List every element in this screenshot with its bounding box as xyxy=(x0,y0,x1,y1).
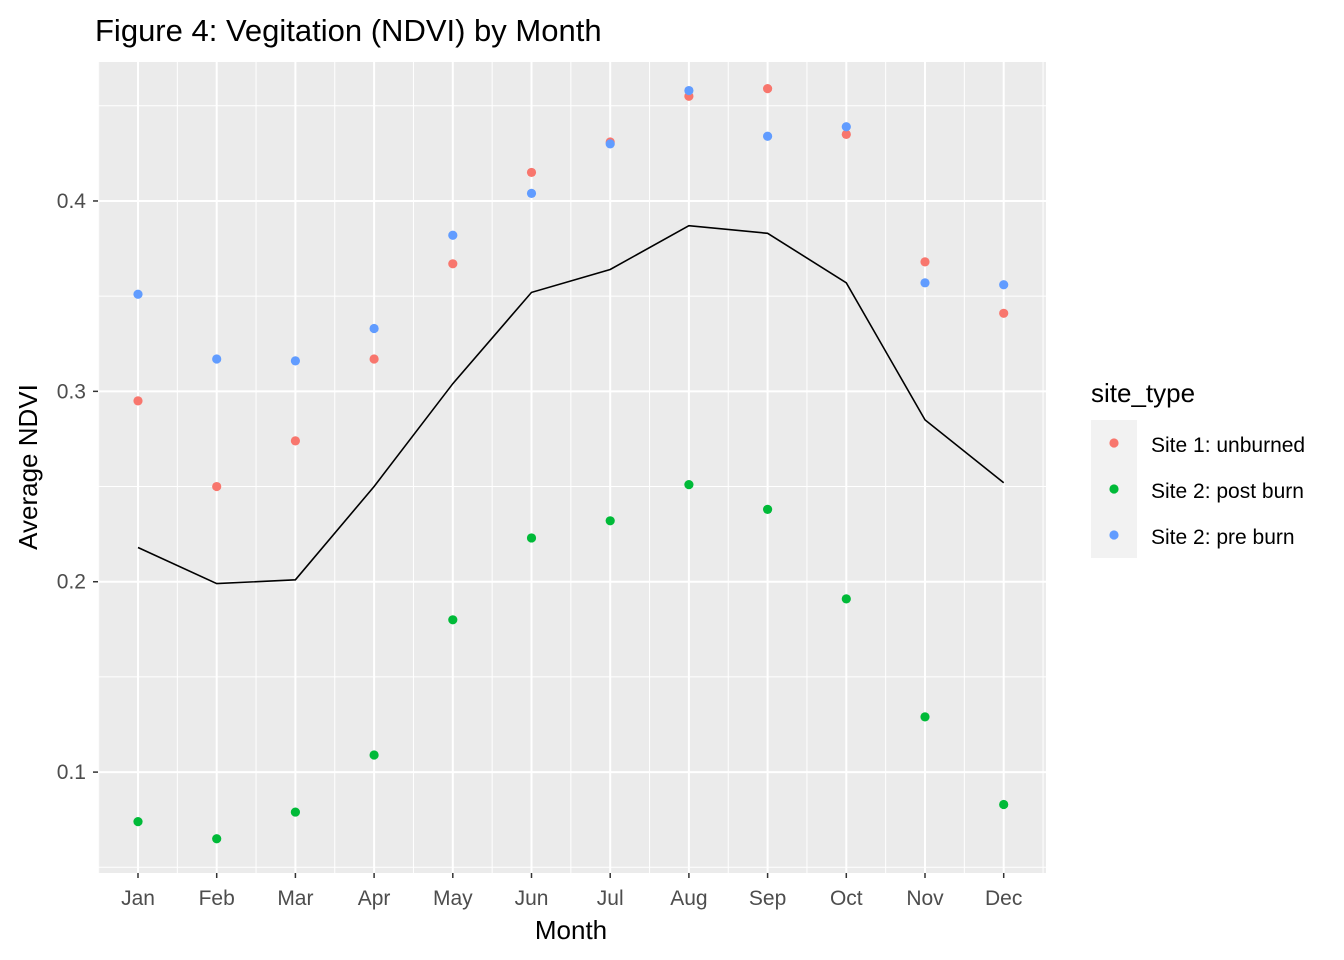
data-point xyxy=(920,278,930,288)
data-point xyxy=(526,533,537,543)
data-point xyxy=(369,354,379,364)
grid-major xyxy=(98,62,1046,873)
legend: site_type Site 1: unburned Site 2: post b… xyxy=(1091,378,1305,558)
data-point xyxy=(526,167,537,178)
data-point xyxy=(605,139,615,149)
plot-panel xyxy=(98,62,1046,873)
x-axis: Jan Feb Mar Apr May Jun Jul Aug Sep Oct Nov Dec xyxy=(121,873,1022,910)
x-tick-label: Aug xyxy=(670,887,707,910)
x-tick-label: May xyxy=(433,887,473,910)
y-tick-label: 0.1 xyxy=(57,761,86,784)
grid-minor xyxy=(98,62,1046,873)
legend-label: Site 1: unburned xyxy=(1151,434,1305,457)
x-tick-label: Feb xyxy=(199,887,235,910)
data-point xyxy=(763,84,773,94)
x-tick-label: Dec xyxy=(985,887,1022,910)
chart-title: Figure 4: Vegitation (NDVI) by Month xyxy=(95,13,602,48)
data-point xyxy=(133,816,143,827)
data-point xyxy=(999,308,1009,318)
x-tick-label: Jan xyxy=(121,887,155,910)
data-point xyxy=(684,480,694,490)
data-point xyxy=(448,259,458,269)
x-tick-label: Nov xyxy=(906,887,944,910)
legend-label: Site 2: pre burn xyxy=(1151,526,1295,549)
data-points xyxy=(133,84,1009,844)
y-tick-label: 0.2 xyxy=(57,571,86,594)
legend-label: Site 2: post burn xyxy=(1151,480,1304,503)
data-point xyxy=(212,481,222,492)
x-tick-label: Apr xyxy=(358,887,391,910)
x-tick-label: Oct xyxy=(830,887,863,910)
data-point xyxy=(448,615,458,625)
x-tick-label: Jun xyxy=(515,887,549,910)
data-point xyxy=(290,356,300,366)
legend-title: site_type xyxy=(1091,378,1195,408)
data-point xyxy=(999,799,1009,810)
y-tick-label: 0.3 xyxy=(57,380,86,403)
data-point xyxy=(526,188,537,198)
data-point xyxy=(763,504,773,514)
legend-key-point xyxy=(1109,530,1119,540)
data-point xyxy=(212,354,222,364)
data-point xyxy=(920,257,930,267)
series-2 xyxy=(133,480,1009,844)
data-point xyxy=(841,594,851,604)
data-point xyxy=(684,85,694,96)
data-point xyxy=(841,122,851,132)
y-axis-title: Average NDVI xyxy=(13,384,43,550)
data-point xyxy=(605,516,615,526)
average-line xyxy=(137,224,1005,585)
data-point xyxy=(290,807,300,817)
trend-line xyxy=(137,224,1005,585)
x-axis-title: Month xyxy=(535,915,607,945)
x-tick-label: Sep xyxy=(749,887,786,910)
y-tick-label: 0.4 xyxy=(57,190,87,213)
data-point xyxy=(133,289,143,299)
y-axis: 0.1 0.2 0.3 0.4 xyxy=(57,190,98,784)
data-point xyxy=(920,712,930,722)
series-3 xyxy=(133,85,1009,366)
data-point xyxy=(369,750,379,760)
data-point xyxy=(133,396,143,406)
legend-key-point xyxy=(1109,484,1119,494)
data-point xyxy=(212,834,222,844)
x-tick-label: Mar xyxy=(277,887,313,910)
legend-key-point xyxy=(1109,438,1119,448)
x-tick-label: Jul xyxy=(597,887,624,910)
data-point xyxy=(448,230,458,240)
data-point xyxy=(999,280,1009,290)
data-point xyxy=(290,436,300,446)
data-point xyxy=(763,131,773,141)
data-point xyxy=(369,323,379,334)
data-point xyxy=(841,129,851,139)
